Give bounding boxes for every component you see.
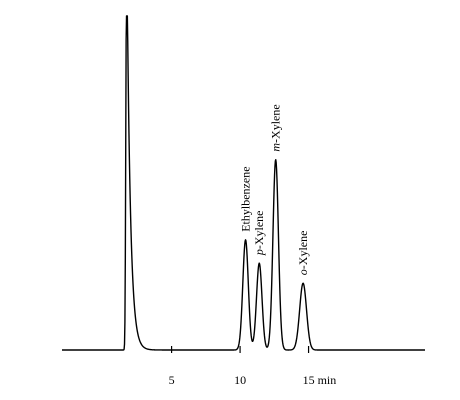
peak-label-p-xylene: p-Xylene bbox=[252, 211, 266, 257]
chromatogram-trace bbox=[61, 15, 426, 351]
peak-label-ethylbenzene: Ethylbenzene bbox=[239, 166, 253, 231]
x-axis-ticks: 5 10 15 min bbox=[169, 346, 337, 387]
x-tick-label-5: 5 bbox=[169, 373, 175, 387]
x-tick-label-10: 10 bbox=[234, 373, 246, 387]
plot-area bbox=[61, 15, 426, 351]
peak-label-o-xylene: o-Xylene bbox=[296, 231, 310, 276]
x-tick-label-15: 15 min bbox=[303, 373, 337, 387]
peak-label-m-xylene: m-Xylene bbox=[269, 104, 283, 151]
